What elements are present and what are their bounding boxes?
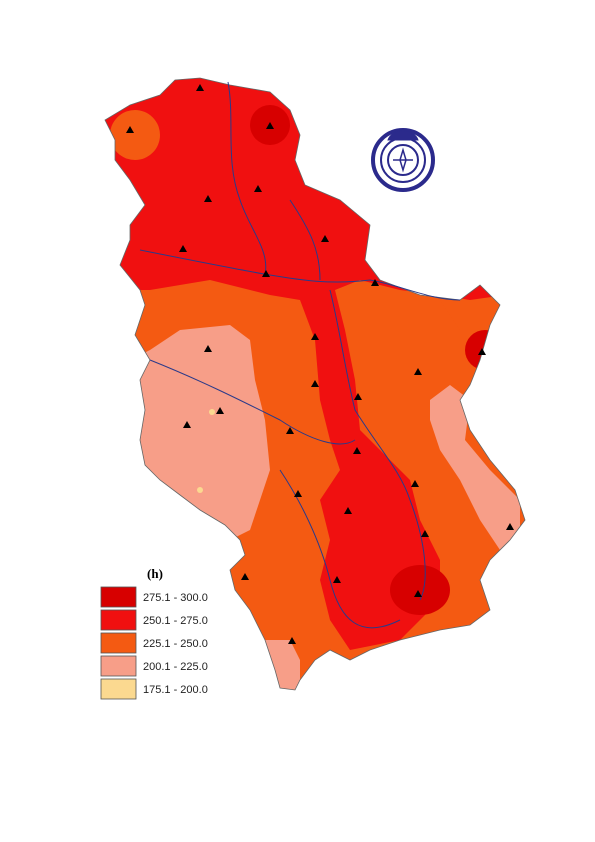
river [279,469,401,629]
region-pink-south [260,640,300,690]
logo-ring [387,144,419,176]
station [411,480,419,487]
stations [126,84,514,644]
river [139,249,461,301]
station [241,573,249,580]
legend-swatch [100,586,137,608]
legend-swatch [100,678,137,700]
logo-star [393,147,413,173]
station [321,235,329,242]
legend-swatch [100,609,137,631]
region-darkred-s [390,565,450,615]
station [266,122,274,129]
station [216,407,224,414]
region-orange-east [365,300,460,410]
station [196,84,204,91]
legend-label: 275.1 - 300.0 [143,592,208,604]
station [254,185,262,192]
legend-label: 250.1 - 275.0 [143,615,208,627]
logo [371,128,435,192]
rivers [139,81,461,629]
logo-ring [371,128,435,192]
river [329,289,426,601]
legend-label: 175.1 - 200.0 [143,684,208,696]
legend: (h) 275.1 - 300.0 250.1 - 275.0 225.1 - 25… [100,566,208,700]
legend-swatch [100,632,137,654]
station [354,393,362,400]
logo-cap [387,130,419,141]
legend-label: 200.1 - 225.0 [143,661,208,673]
station [344,507,352,514]
station [353,447,361,454]
station [179,245,187,252]
station [414,590,422,597]
legend-title: (h) [147,566,163,581]
station [294,490,302,497]
station [311,380,319,387]
station [286,427,294,434]
region-yellow [197,487,203,493]
river [227,81,267,276]
station [414,368,422,375]
station [262,270,270,277]
region-yellow [209,409,215,415]
river [289,199,321,281]
river [149,359,356,445]
region-pink-east [430,385,520,550]
legend-label: 225.1 - 250.0 [143,638,208,650]
station [333,576,341,583]
station [204,345,212,352]
station [204,195,212,202]
station [288,637,296,644]
station [478,348,486,355]
station [371,279,379,286]
legend-swatch [100,655,137,677]
station [421,530,429,537]
region-orange-nw [110,110,160,160]
region-darkred-e [465,330,505,370]
station [183,421,191,428]
region-pink-west [105,325,270,540]
station [126,126,134,133]
station [311,333,319,340]
station [506,523,514,530]
